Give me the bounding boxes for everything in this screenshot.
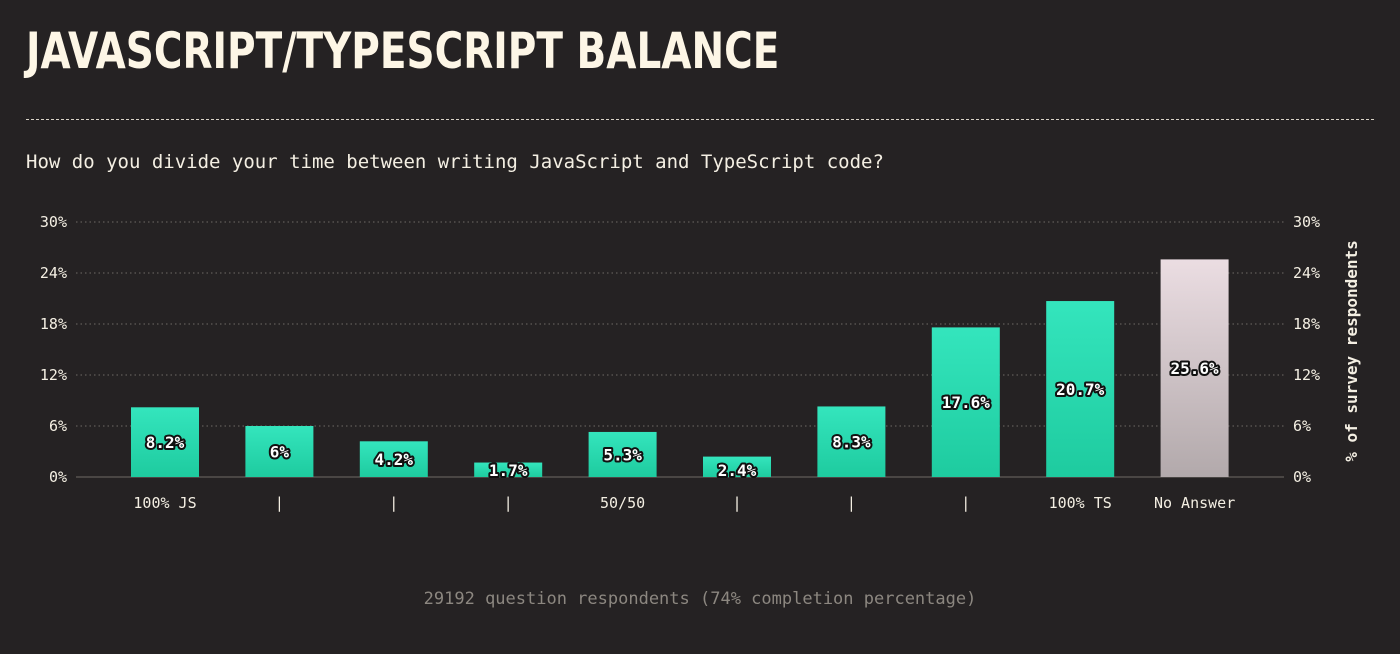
bar xyxy=(245,426,314,477)
x-category-label: | xyxy=(961,494,970,512)
x-category-label: | xyxy=(732,494,741,512)
y-tick-label-right: 24% xyxy=(1293,264,1320,282)
y-tick-label-left: 18% xyxy=(40,315,67,333)
bar xyxy=(474,462,543,477)
bar-data-label: 5.3% xyxy=(603,445,642,464)
x-category-label: | xyxy=(389,494,398,512)
y-tick-label-right: 30% xyxy=(1293,213,1320,231)
bar xyxy=(359,441,428,477)
y-tick-label-left: 30% xyxy=(40,213,67,231)
y-tick-label-left: 6% xyxy=(49,417,67,435)
bar xyxy=(131,407,199,477)
bar-data-label: 17.6% xyxy=(942,393,991,412)
bar-data-label: 4.2% xyxy=(375,450,414,469)
y-tick-label-left: 0% xyxy=(49,468,67,486)
bar xyxy=(931,327,1000,477)
bar-data-label: 25.6% xyxy=(1171,359,1220,378)
x-category-label: 100% TS xyxy=(1049,494,1112,512)
y-tick-label-right: 12% xyxy=(1293,366,1320,384)
x-category-label: 50/50 xyxy=(600,494,645,512)
bar-chart: 0% 6% 12% 18% 24% 30% 0% 6% 12% 18% 24% 30% 100% J… xyxy=(40,213,1361,512)
bar-data-label: 20.7% xyxy=(1056,380,1105,399)
bar-data-label: 2.4% xyxy=(718,461,757,480)
bar-data-label: 8.2% xyxy=(146,433,185,452)
x-category-label: No Answer xyxy=(1154,494,1235,512)
page-title: JAVASCRIPT/TYPESCRIPT BALANCE xyxy=(26,22,780,80)
y-tick-label-right: 0% xyxy=(1293,468,1311,486)
y-tick-label-right: 18% xyxy=(1293,315,1320,333)
bar-data-label: 1.7% xyxy=(489,461,528,480)
bar xyxy=(1160,259,1229,477)
bar-data-label: 6% xyxy=(270,443,290,462)
x-category-label: | xyxy=(847,494,856,512)
divider xyxy=(26,119,1374,120)
bar xyxy=(1046,301,1115,477)
question-text: How do you divide your time between writ… xyxy=(26,151,884,173)
bar xyxy=(817,406,886,477)
y-tick-label-left: 12% xyxy=(40,366,67,384)
bar xyxy=(588,431,657,477)
respondents-note: 29192 question respondents (74% completi… xyxy=(423,589,977,609)
y-tick-label-right: 6% xyxy=(1293,417,1311,435)
y-tick-label-left: 24% xyxy=(40,264,67,282)
bar xyxy=(703,456,771,477)
x-category-label: | xyxy=(504,494,513,512)
bar-data-label: 8.3% xyxy=(832,433,871,452)
x-category-label: 100% JS xyxy=(133,494,196,512)
y-axis-label: % of survey respondents xyxy=(1342,240,1361,462)
x-category-label: | xyxy=(275,494,284,512)
